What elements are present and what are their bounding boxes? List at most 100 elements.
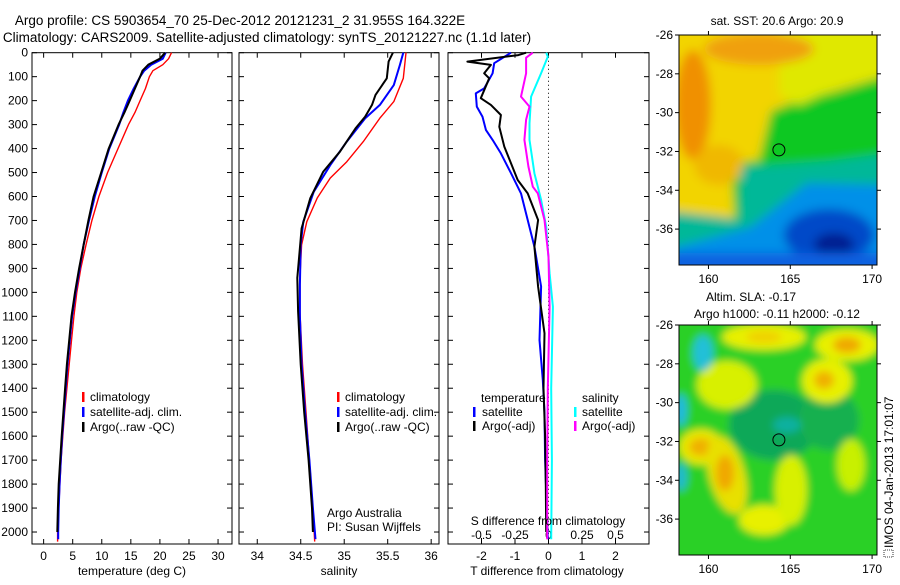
y-tick-label: 1700: [1, 453, 28, 467]
x-tick-label: 34.5: [289, 549, 313, 563]
imos-logo-icon: [883, 549, 894, 558]
lat-tick-label: -32: [656, 144, 674, 158]
figure-title-line1: Argo profile: CS 5903654_70 25-Dec-2012 …: [15, 13, 465, 28]
sst-map: 160 165 170 -26 -28 -30 -32 -34 -36: [656, 28, 883, 286]
lat-tick-label: -32: [656, 434, 674, 448]
lat-tick-label: -30: [656, 106, 674, 120]
legend-swatch-climatology: [82, 392, 85, 402]
s-tick-label: -0.5: [471, 528, 492, 542]
x-tick-label: 1: [579, 549, 586, 563]
legend-title-temperature: temperature: [481, 391, 546, 405]
y-tick-label: 200: [8, 94, 28, 108]
x-tick-label: 2: [612, 549, 619, 563]
y-tick-label: 1500: [1, 405, 28, 419]
y-tick-label: 400: [8, 142, 28, 156]
y-tick-label: 1800: [1, 477, 28, 491]
y-tick-label: 1200: [1, 333, 28, 347]
x-tick-label: 35.5: [376, 549, 400, 563]
salinity-profile-panel: 34 34.5 35 35.5 36: [238, 52, 440, 563]
legend-label-t-argo: Argo(-adj): [482, 419, 535, 433]
lat-tick-label: -36: [656, 222, 674, 236]
lat-tick-label: -28: [656, 357, 674, 371]
y-tick-label: 1100: [2, 309, 28, 323]
lat-tick-label: -30: [656, 396, 674, 410]
legend-label-s-satellite: satellite: [582, 405, 623, 419]
x-tick-label: 10: [95, 549, 109, 563]
legend-swatch-satellite: [337, 407, 340, 417]
y-tick-label: 600: [8, 189, 28, 203]
legend-swatch-argo: [337, 422, 340, 432]
figure-title-line2: Climatology: CARS2009. Satellite-adjuste…: [3, 30, 531, 45]
legend-swatch-climatology: [337, 392, 340, 402]
y-tick-label: 1400: [1, 381, 28, 395]
series-line-temperature-satellite: [474, 51, 549, 540]
legend-label-climatology: climatology: [90, 390, 150, 404]
temperature-xlabel: temperature (deg C): [78, 564, 186, 578]
lon-tick-label: 165: [780, 562, 800, 576]
y-tick-label: 1600: [1, 429, 28, 443]
legend-swatch-t-satellite: [473, 407, 476, 417]
lon-tick-label: 170: [862, 272, 882, 286]
y-tick-label: 900: [8, 261, 28, 275]
s-tick-label: -0.25: [501, 528, 529, 542]
sla-map-title-line2: Argo h1000: -0.11 h2000: -0.12: [694, 307, 860, 321]
legend-swatch-t-argo: [473, 421, 476, 431]
salinity-xlabel: salinity: [321, 564, 358, 578]
temperature-frame: [31, 52, 233, 545]
legend-label-satellite: satellite-adj. clim.: [90, 405, 182, 419]
s-tick-label: 0.5: [607, 528, 624, 542]
legend-label-t-satellite: satellite: [482, 405, 523, 419]
legend-label-argo: Argo(..raw -QC): [345, 420, 430, 434]
legend-label-argo: Argo(..raw -QC): [90, 420, 175, 434]
y-tick-label: 700: [8, 213, 28, 227]
salinity-legend: climatology satellite-adj. clim. Argo(..…: [337, 390, 437, 434]
series-line-salinity-argo-adj-: [520, 51, 551, 540]
y-tick-label: 100: [8, 70, 28, 84]
argo-location-marker: [772, 143, 786, 157]
imos-timestamp: IMOS 04-Jan-2013 17:01:07: [882, 396, 896, 558]
x-tick-label: 30: [211, 549, 225, 563]
legend-swatch-s-argo: [574, 421, 577, 431]
credit-line1: Argo Australia: [327, 506, 402, 520]
legend-label-climatology: climatology: [345, 390, 405, 404]
lat-tick-label: -34: [656, 473, 674, 487]
t-difference-xlabel: T difference from climatology: [470, 564, 624, 578]
lon-tick-label: 165: [780, 272, 800, 286]
temperature-profile-panel: 0 5 10 15 20 25 300100200300400500600700800900…: [1, 46, 233, 563]
y-tick-label: 1000: [1, 285, 28, 299]
x-tick-label: 15: [124, 549, 138, 563]
lat-tick-label: -26: [656, 318, 674, 332]
legend-swatch-satellite: [82, 407, 85, 417]
x-tick-label: 35: [338, 549, 352, 563]
y-tick-label: 1900: [1, 501, 28, 515]
x-tick-label: 20: [153, 549, 167, 563]
sla-map-title-line1: Altim. SLA: -0.17: [706, 290, 796, 304]
y-tick-label: 1300: [1, 357, 28, 371]
y-tick-label: 300: [8, 118, 28, 132]
series-line-argo-raw-qc-: [296, 52, 394, 533]
legend-title-salinity: salinity: [582, 391, 619, 405]
x-tick-label: 5: [69, 549, 76, 563]
lon-tick-label: 160: [698, 272, 718, 286]
y-tick-label: 500: [8, 166, 28, 180]
series-line-satellite-adj-clim-: [298, 52, 405, 540]
x-tick-label: -1: [510, 549, 521, 563]
lon-tick-label: 170: [862, 562, 882, 576]
x-tick-label: 0: [545, 549, 552, 563]
lat-tick-label: -36: [656, 512, 674, 526]
lat-tick-label: -28: [656, 67, 674, 81]
x-tick-label: -2: [476, 549, 487, 563]
legend-label-satellite: satellite-adj. clim.: [345, 405, 437, 419]
x-tick-label: 25: [182, 549, 196, 563]
timestamp-text: IMOS 04-Jan-2013 17:01:07: [882, 396, 896, 548]
credit-line2: PI: Susan Wijffels: [327, 520, 421, 534]
legend-swatch-s-satellite: [574, 407, 577, 417]
y-tick-label: 800: [8, 237, 28, 251]
y-tick-label: 0: [21, 46, 28, 60]
sst-map-title: sat. SST: 20.6 Argo: 20.9: [711, 14, 844, 28]
x-tick-label: 34: [251, 549, 265, 563]
lat-tick-label: -26: [656, 28, 674, 42]
s-tick-label: 0.25: [570, 528, 594, 542]
series-line-argo-raw-qc-: [56, 52, 166, 533]
